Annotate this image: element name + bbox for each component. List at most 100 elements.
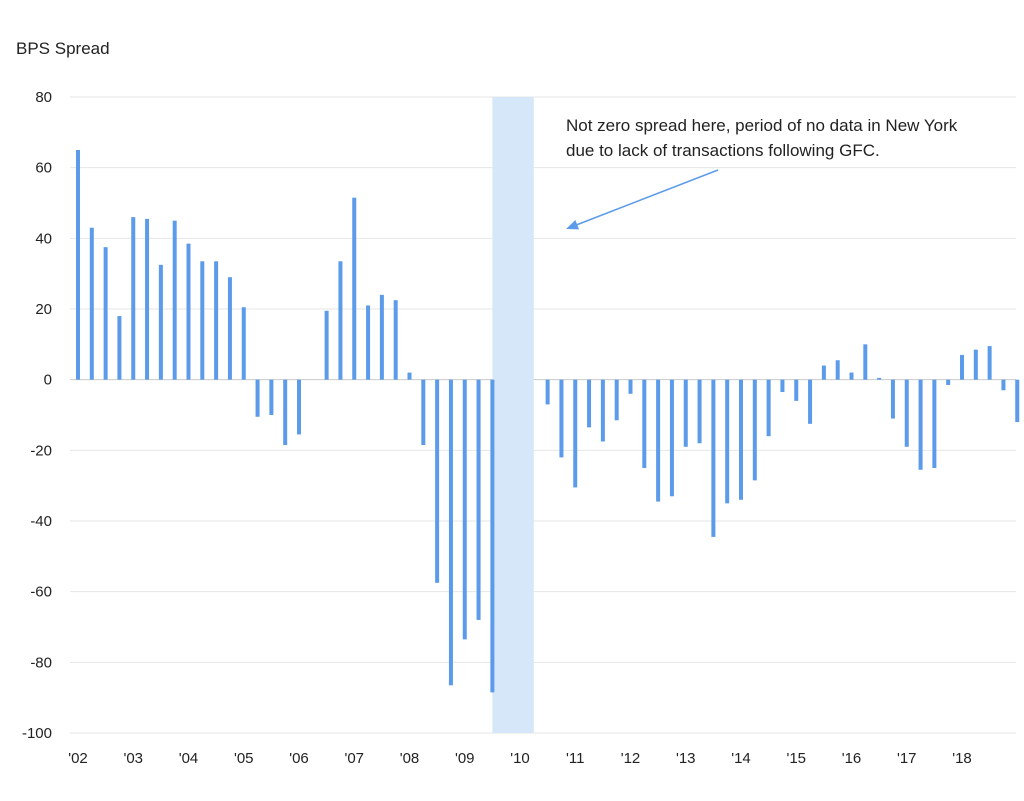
bar — [462, 379, 467, 640]
bar — [324, 310, 329, 380]
bar — [476, 379, 481, 620]
x-tick-label: '18 — [952, 750, 972, 767]
bar — [158, 264, 163, 380]
x-tick-label: '10 — [510, 750, 530, 767]
y-tick-label: -20 — [30, 442, 52, 459]
bar — [808, 379, 813, 424]
annotation: Not zero spread here, period of no data … — [566, 116, 958, 230]
bar — [559, 379, 564, 458]
bar — [379, 294, 384, 380]
bar — [725, 379, 730, 504]
bar — [656, 379, 661, 502]
no-data-band-layer — [492, 97, 534, 733]
bar — [960, 354, 964, 380]
bar — [103, 247, 108, 380]
bar — [600, 379, 605, 442]
bar — [642, 379, 647, 468]
gridlines — [70, 96, 1016, 734]
x-tick-label: '15 — [786, 750, 806, 767]
y-tick-label: -60 — [30, 584, 52, 601]
annotation-line-1: Not zero spread here, period of no data … — [566, 116, 958, 135]
bar — [711, 379, 716, 537]
x-axis-ticks: '02 '03 '04 '05 '06 '07 '08 '09 '10 '11 '12 '13 '14 '… — [68, 750, 972, 767]
annotation-arrow-head — [566, 219, 579, 230]
bar — [145, 218, 150, 380]
bar — [241, 307, 246, 380]
bar — [269, 379, 274, 415]
bar — [200, 261, 205, 380]
bar — [877, 377, 882, 380]
x-tick-label: '12 — [621, 750, 641, 767]
bar — [752, 379, 757, 481]
bar — [255, 379, 260, 417]
bar — [863, 344, 868, 380]
bar — [614, 379, 619, 421]
bar — [421, 379, 426, 446]
x-tick-label: '08 — [400, 750, 420, 767]
y-tick-label: 20 — [35, 301, 52, 318]
bar — [366, 305, 371, 380]
y-tick-label: 80 — [35, 89, 52, 106]
bar — [628, 379, 633, 394]
y-tick-label: -40 — [30, 513, 52, 530]
bar — [573, 379, 578, 488]
bar — [297, 379, 301, 435]
bar — [76, 150, 80, 380]
y-tick-label: 60 — [35, 160, 52, 177]
bar — [739, 379, 743, 500]
bar — [821, 365, 826, 380]
bar — [973, 349, 978, 380]
bar — [214, 261, 219, 380]
bar — [669, 379, 674, 497]
bar — [393, 300, 398, 380]
bar — [987, 346, 992, 380]
x-tick-label: '05 — [234, 750, 254, 767]
bar — [587, 379, 592, 428]
x-tick-label: '06 — [289, 750, 309, 767]
bar — [794, 379, 799, 401]
x-tick-label: '17 — [897, 750, 917, 767]
bar — [172, 220, 177, 380]
annotation-arrow-line — [574, 169, 719, 227]
bar — [932, 379, 937, 468]
bar — [448, 379, 453, 686]
bar — [89, 227, 94, 380]
bar — [435, 379, 440, 583]
x-tick-label: '04 — [179, 750, 199, 767]
bar — [849, 372, 854, 380]
bar — [946, 379, 951, 385]
bar — [117, 316, 122, 380]
bar — [490, 379, 495, 693]
y-axis-ticks: 80 60 40 20 0 -20 -40 -60 -80 -100 — [22, 89, 52, 742]
bar — [283, 379, 288, 446]
x-tick-label: '03 — [123, 750, 143, 767]
bar — [697, 379, 702, 444]
bar — [780, 379, 785, 393]
bar — [918, 379, 923, 470]
bars — [76, 150, 1020, 693]
no-data-band — [492, 97, 534, 733]
bar — [227, 277, 232, 380]
y-axis-label: BPS Spread — [16, 39, 110, 58]
bar — [835, 360, 840, 380]
bar — [338, 261, 343, 380]
bar — [766, 379, 771, 437]
y-tick-label: 0 — [44, 372, 52, 389]
x-tick-label: '13 — [676, 750, 696, 767]
x-tick-label: '16 — [842, 750, 862, 767]
y-tick-label: -80 — [30, 654, 52, 671]
bar — [904, 379, 909, 447]
x-tick-label: '09 — [455, 750, 475, 767]
bar — [1001, 379, 1006, 391]
annotation-line-2: due to lack of transactions following GF… — [566, 141, 880, 160]
bar — [1015, 379, 1020, 423]
x-tick-label: '07 — [344, 750, 364, 767]
bar — [352, 197, 357, 380]
x-tick-label: '11 — [566, 750, 584, 767]
bar — [683, 379, 688, 447]
x-tick-label: '14 — [731, 750, 751, 767]
bar — [131, 217, 136, 380]
y-tick-label: 40 — [35, 230, 52, 247]
